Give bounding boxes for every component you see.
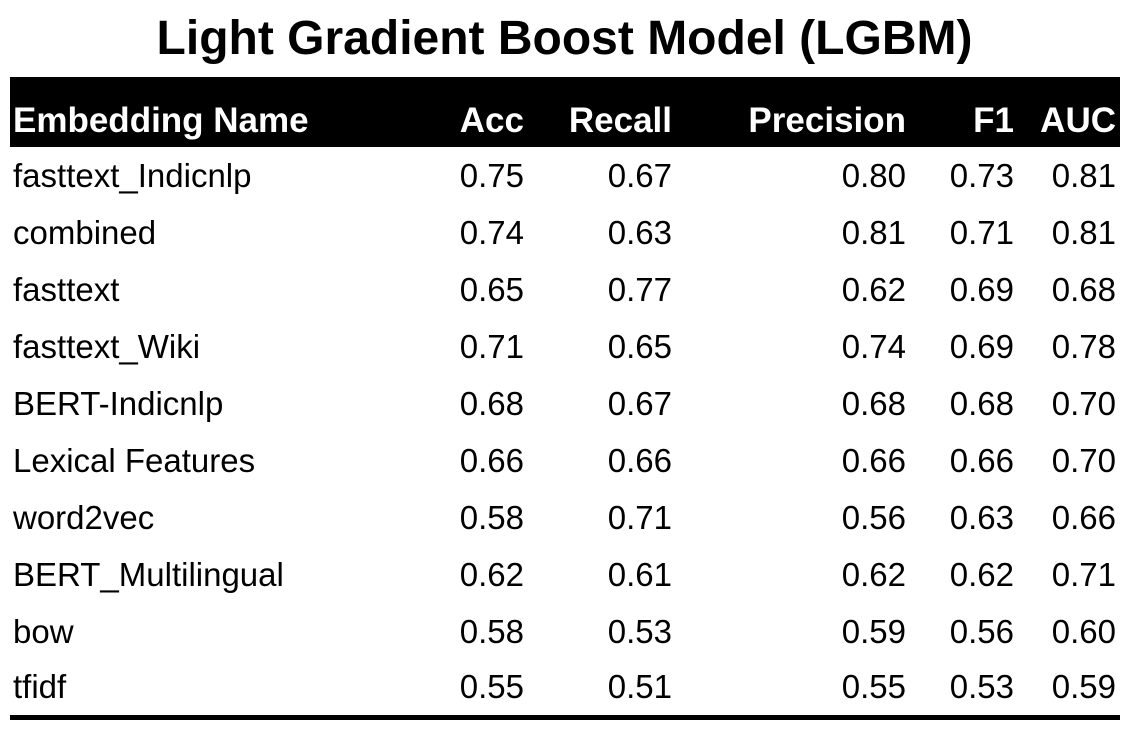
cell-embedding-name: Lexical Features [13,441,256,479]
table-row: BERT-Indicnlp 0.68 0.67 0.68 0.68 0.70 [10,375,1120,432]
cell-precision: 0.66 [841,441,906,479]
header-embedding-name: Embedding Name [13,101,309,140]
cell-precision: 0.80 [841,156,906,194]
cell-acc: 0.55 [428,660,528,720]
cell-recall: 0.66 [607,441,672,479]
cell-precision: 0.56 [841,498,906,536]
cell-auc: 0.81 [1051,213,1116,251]
table-row: word2vec 0.58 0.71 0.56 0.63 0.66 [10,489,1120,546]
cell-acc: 0.66 [459,441,524,479]
cell-f1: 0.73 [949,156,1014,194]
header-f1: F1 [973,101,1014,140]
cell-acc: 0.58 [459,498,524,536]
table-row: Lexical Features 0.66 0.66 0.66 0.66 0.7… [10,432,1120,489]
cell-auc: 0.66 [1051,498,1116,536]
cell-precision: 0.81 [841,213,906,251]
header-auc: AUC [1040,101,1116,140]
cell-acc: 0.65 [459,270,524,308]
cell-auc: 0.70 [1051,384,1116,422]
table-row: fasttext 0.65 0.77 0.62 0.69 0.68 [10,261,1120,318]
cell-precision: 0.62 [841,270,906,308]
cell-embedding-name: bow [13,612,74,650]
cell-embedding-name: fasttext [13,270,120,308]
cell-auc: 0.68 [1051,270,1116,308]
cell-recall: 0.71 [607,498,672,536]
cell-embedding-name: BERT-Indicnlp [13,384,224,422]
table-row: fasttext_Indicnlp 0.75 0.67 0.80 0.73 0.… [10,147,1120,204]
cell-auc: 0.60 [1051,612,1116,650]
cell-embedding-name: tfidf [10,660,428,720]
header-acc: Acc [459,101,524,140]
cell-auc: 0.71 [1051,555,1116,593]
cell-f1: 0.71 [949,213,1014,251]
cell-f1: 0.62 [949,555,1014,593]
cell-f1: 0.69 [949,270,1014,308]
cell-precision: 0.55 [676,660,910,720]
cell-recall: 0.67 [607,156,672,194]
cell-f1: 0.66 [949,441,1014,479]
cell-recall: 0.61 [607,555,672,593]
cell-acc: 0.71 [459,327,524,365]
cell-recall: 0.51 [528,660,676,720]
cell-recall: 0.77 [607,270,672,308]
cell-precision: 0.62 [841,555,906,593]
cell-recall: 0.67 [607,384,672,422]
cell-precision: 0.68 [841,384,906,422]
cell-auc: 0.70 [1051,441,1116,479]
cell-auc: 0.59 [1018,660,1120,720]
cell-acc: 0.58 [459,612,524,650]
cell-acc: 0.75 [459,156,524,194]
cell-f1: 0.56 [949,612,1014,650]
header-precision: Precision [748,101,906,140]
table-row: combined 0.74 0.63 0.81 0.71 0.81 [10,204,1120,261]
cell-embedding-name: fasttext_Indicnlp [13,156,252,194]
table-header-row: Embedding Name Acc Recall Precision F1 A… [10,77,1120,147]
cell-precision: 0.74 [841,327,906,365]
cell-recall: 0.63 [607,213,672,251]
header-recall: Recall [568,101,672,140]
results-table: Embedding Name Acc Recall Precision F1 A… [10,77,1120,720]
cell-acc: 0.68 [459,384,524,422]
table-row: BERT_Multilingual 0.62 0.61 0.62 0.62 0.… [10,546,1120,603]
cell-recall: 0.53 [607,612,672,650]
page-title: Light Gradient Boost Model (LGBM) [156,12,973,65]
cell-embedding-name: fasttext_Wiki [13,327,201,365]
cell-embedding-name: word2vec [13,498,155,536]
table-row: fasttext_Wiki 0.71 0.65 0.74 0.69 0.78 [10,318,1120,375]
cell-embedding-name: BERT_Multilingual [13,555,284,593]
cell-f1: 0.63 [949,498,1014,536]
cell-precision: 0.59 [841,612,906,650]
table-row: bow 0.58 0.53 0.59 0.56 0.60 [10,603,1120,660]
cell-auc: 0.78 [1051,327,1116,365]
cell-f1: 0.53 [910,660,1018,720]
cell-auc: 0.81 [1051,156,1116,194]
cell-embedding-name: combined [13,213,157,251]
cell-f1: 0.69 [949,327,1014,365]
table-row: tfidf 0.55 0.51 0.55 0.53 0.59 [10,660,1120,720]
cell-recall: 0.65 [607,327,672,365]
cell-acc: 0.74 [459,213,524,251]
cell-f1: 0.68 [949,384,1014,422]
cell-acc: 0.62 [459,555,524,593]
